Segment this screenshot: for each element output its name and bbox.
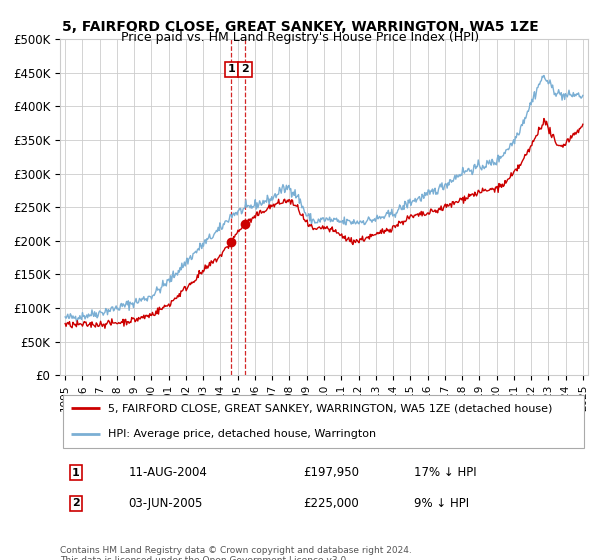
FancyBboxPatch shape xyxy=(62,395,584,448)
Text: 11-AUG-2004: 11-AUG-2004 xyxy=(128,466,208,479)
Text: 5, FAIRFORD CLOSE, GREAT SANKEY, WARRINGTON, WA5 1ZE: 5, FAIRFORD CLOSE, GREAT SANKEY, WARRING… xyxy=(62,20,538,34)
Text: 17% ↓ HPI: 17% ↓ HPI xyxy=(414,466,476,479)
Text: 9% ↓ HPI: 9% ↓ HPI xyxy=(414,497,469,510)
Text: 2: 2 xyxy=(241,64,249,74)
Text: 2: 2 xyxy=(72,498,80,508)
Text: Contains HM Land Registry data © Crown copyright and database right 2024.
This d: Contains HM Land Registry data © Crown c… xyxy=(60,546,412,560)
Text: £225,000: £225,000 xyxy=(303,497,359,510)
Text: 03-JUN-2005: 03-JUN-2005 xyxy=(128,497,203,510)
Text: 1: 1 xyxy=(227,64,235,74)
Text: 1: 1 xyxy=(72,468,80,478)
Text: £197,950: £197,950 xyxy=(303,466,359,479)
Text: HPI: Average price, detached house, Warrington: HPI: Average price, detached house, Warr… xyxy=(107,430,376,440)
Text: 5, FAIRFORD CLOSE, GREAT SANKEY, WARRINGTON, WA5 1ZE (detached house): 5, FAIRFORD CLOSE, GREAT SANKEY, WARRING… xyxy=(107,403,552,413)
Text: Price paid vs. HM Land Registry's House Price Index (HPI): Price paid vs. HM Land Registry's House … xyxy=(121,31,479,44)
